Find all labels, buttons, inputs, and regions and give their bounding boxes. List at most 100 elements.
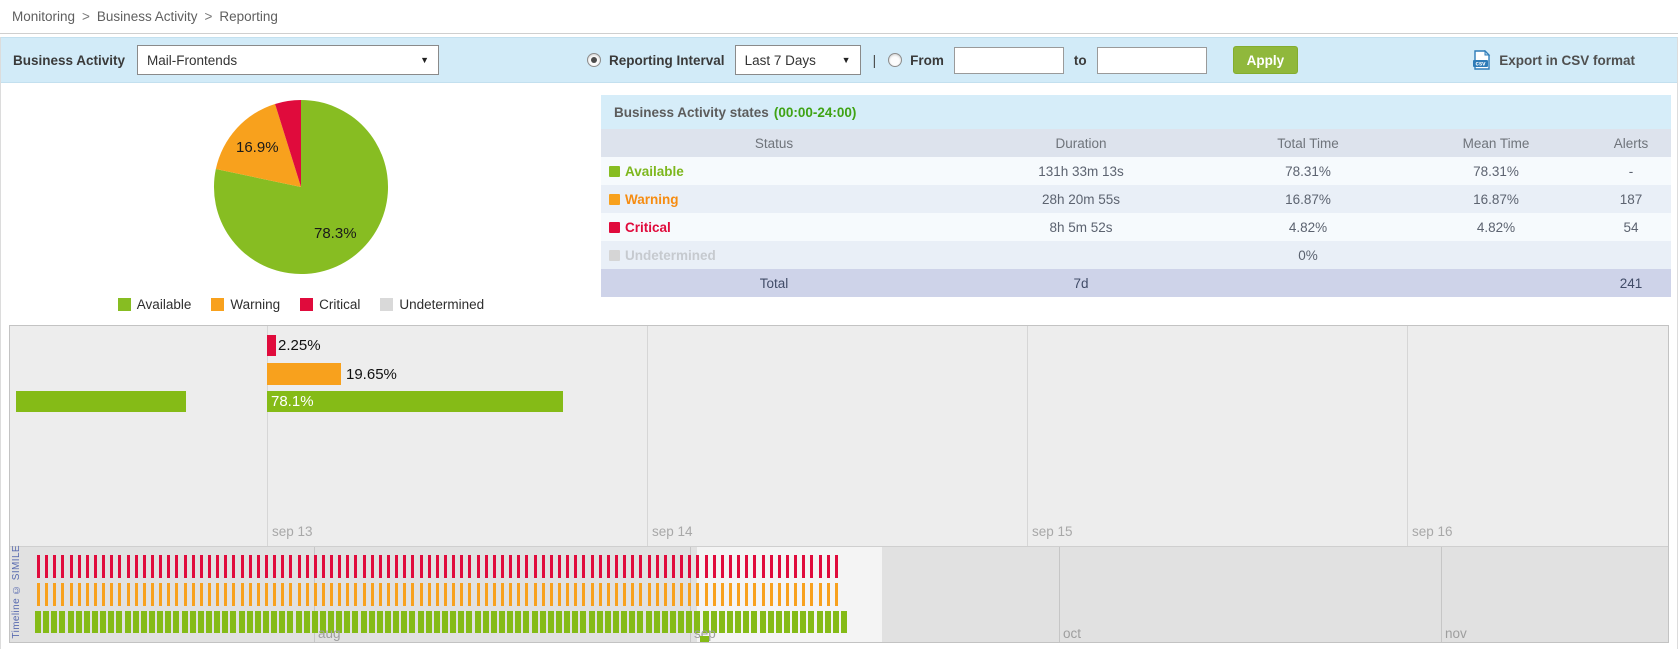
overview-tick <box>450 611 457 633</box>
overview-tick <box>824 611 831 633</box>
overview-tick <box>140 611 147 633</box>
overview-tick <box>102 555 106 578</box>
overview-tick <box>704 583 708 606</box>
business-activity-label: Business Activity <box>13 52 126 68</box>
overview-tick <box>240 583 244 606</box>
overview-tick <box>834 555 838 578</box>
overview-tick <box>230 611 237 633</box>
overview-tick <box>83 611 90 633</box>
breadcrumb: Monitoring > Business Activity > Reporting <box>0 0 1678 34</box>
overview-tick <box>590 583 594 606</box>
overview-tick <box>385 611 392 633</box>
timeline-bar-available-previous[interactable] <box>16 391 186 412</box>
legend-label: Available <box>136 297 192 312</box>
overview-tick <box>417 611 424 633</box>
overview-tick <box>370 555 374 578</box>
overview-tick <box>354 583 358 606</box>
breadcrumb-business-activity[interactable]: Business Activity <box>96 9 198 24</box>
overview-tick <box>330 583 334 606</box>
states-table-time-range: (00:00-24:00) <box>773 104 857 120</box>
overview-tick <box>240 555 244 578</box>
overview-tick <box>794 555 798 578</box>
overview-tick <box>549 583 553 606</box>
total-duration-cell: 7d <box>1073 275 1089 291</box>
overview-tick <box>482 611 489 633</box>
overview-tick <box>368 611 375 633</box>
overview-tick <box>159 583 163 606</box>
overview-tick <box>411 555 415 578</box>
timeline-bar-available[interactable] <box>267 391 563 412</box>
overview-tick <box>753 555 757 578</box>
warning-overview-ticks <box>10 583 1668 606</box>
overview-tick <box>669 611 676 633</box>
overview-tick <box>216 583 220 606</box>
overview-tick <box>297 555 301 578</box>
overview-tick <box>688 555 692 578</box>
overview-tick <box>761 583 765 606</box>
overview-tick <box>305 583 309 606</box>
overview-tick <box>393 611 400 633</box>
overview-tick <box>222 611 229 633</box>
total-time-cell: 16.87% <box>1285 191 1331 207</box>
from-date-input[interactable] <box>953 46 1064 74</box>
overview-tick <box>468 555 472 578</box>
column-header-total-time: Total Time <box>1277 135 1339 151</box>
overview-tick <box>810 583 814 606</box>
overview-tick <box>647 583 651 606</box>
breadcrumb-reporting[interactable]: Reporting <box>219 9 278 24</box>
overview-tick <box>572 611 579 633</box>
simile-credit-link[interactable]: Timeline © SIMILE <box>11 545 22 639</box>
timeline-bar-critical[interactable] <box>267 335 276 356</box>
overview-tick <box>818 583 822 606</box>
reporting-interval-select[interactable]: Last 7 Days ▼ <box>734 45 861 75</box>
overview-tick <box>232 583 236 606</box>
legend-swatch-available <box>117 298 131 311</box>
overview-tick <box>93 583 97 606</box>
pie-legend: Available Warning Critical Undetermined <box>1 297 601 312</box>
day-label: sep 13 <box>272 524 313 539</box>
overview-tick <box>69 555 73 578</box>
overview-tick <box>328 611 335 633</box>
total-label: Total <box>759 275 789 291</box>
to-date-input[interactable] <box>1096 46 1207 74</box>
overview-tick <box>207 555 211 578</box>
timeline-overview-band[interactable]: aug sep oct nov <box>10 546 1668 642</box>
overview-tick <box>403 583 407 606</box>
business-activity-select[interactable]: Mail-Frontends ▼ <box>137 45 440 75</box>
timeline-bar-warning[interactable] <box>267 363 341 385</box>
states-table: Business Activity states (00:00-24:00) S… <box>601 95 1671 325</box>
overview-tick <box>338 583 342 606</box>
duration-cell: 131h 33m 13s <box>1038 163 1124 179</box>
apply-button[interactable]: Apply <box>1232 46 1299 74</box>
timeline-detail-band[interactable]: sep 13 sep 14 sep 15 sep 16 2.25% 19.65%… <box>10 326 1668 546</box>
overview-tick <box>53 555 57 578</box>
breadcrumb-monitoring[interactable]: Monitoring <box>12 9 76 24</box>
overview-tick <box>319 611 326 633</box>
overview-tick <box>395 555 399 578</box>
critical-overview-ticks <box>10 555 1668 578</box>
overview-tick <box>254 611 261 633</box>
reporting-interval-radio[interactable] <box>587 53 602 67</box>
overview-tick <box>558 583 561 606</box>
overview-tick <box>45 555 49 578</box>
overview-tick <box>362 555 366 578</box>
overview-tick <box>197 611 204 633</box>
status-label: Warning <box>625 191 679 207</box>
overview-tick <box>639 555 643 578</box>
from-date-radio[interactable] <box>888 53 903 67</box>
overview-tick <box>492 583 496 606</box>
overview-tick <box>248 555 252 578</box>
overview-tick <box>43 611 50 633</box>
month-label: aug <box>318 626 341 641</box>
overview-tick <box>574 583 578 606</box>
export-csv-link[interactable]: csv Export in CSV format <box>1472 50 1635 70</box>
states-table-title: Business Activity states (00:00-24:00) <box>601 95 1671 129</box>
overview-tick <box>232 555 236 578</box>
overview-tick <box>777 555 781 578</box>
overview-tick <box>321 583 325 606</box>
legend-label: Undetermined <box>399 297 485 312</box>
overview-tick <box>378 555 382 578</box>
overview-tick <box>710 611 717 633</box>
overview-tick <box>159 555 163 578</box>
timeline-bar-label-warning: 19.65% <box>346 366 397 383</box>
